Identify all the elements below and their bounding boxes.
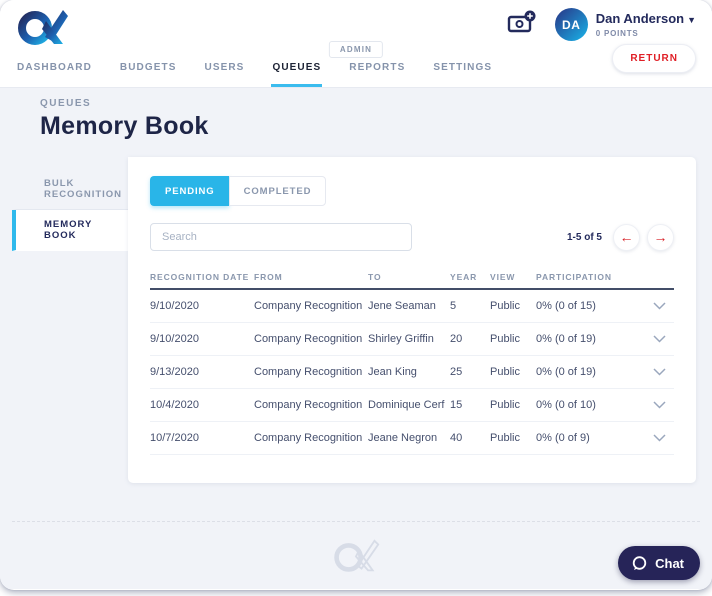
user-name: Dan Anderson ▼ (595, 10, 696, 26)
main-nav: DASHBOARD BUDGETS USERS QUEUES REPORTS S… (16, 62, 493, 87)
sidebar-item-bulk-recognition[interactable]: BULK RECOGNITION (12, 169, 128, 210)
chevron-down-icon (653, 302, 666, 310)
app-header: ADMIN DA Dan Anderson ▼ (0, 0, 712, 88)
table-row[interactable]: 9/13/2020 Company Recognition Jean King … (150, 356, 674, 389)
brand-watermark-logo (0, 538, 712, 575)
col-from: FROM (254, 272, 283, 282)
admin-badge: ADMIN (328, 41, 384, 58)
arrow-left-icon: ← (619, 229, 634, 245)
chevron-down-icon: ▼ (687, 14, 696, 25)
table-row[interactable]: 10/4/2020 Company Recognition Dominique … (150, 389, 674, 422)
chevron-down-icon (653, 401, 666, 409)
search-input[interactable] (150, 223, 412, 251)
return-button[interactable]: RETURN (612, 44, 696, 73)
footer-divider (12, 521, 700, 522)
col-participation: PARTICIPATION (536, 272, 612, 282)
nav-item-dashboard[interactable]: DASHBOARD (16, 62, 93, 87)
money-plus-icon (507, 10, 537, 39)
chat-button[interactable]: Chat (618, 546, 700, 580)
pagination: 1-5 of 5 ← → (566, 223, 674, 251)
col-to: TO (368, 272, 382, 282)
status-tabs: PENDING COMPLETED (150, 176, 674, 206)
user-menu[interactable]: DA Dan Anderson ▼ 0 POINTS (554, 8, 696, 41)
row-expand-button[interactable] (651, 300, 668, 312)
col-recognition-date: RECOGNITION DATE (150, 272, 250, 282)
nav-item-reports[interactable]: REPORTS (348, 62, 406, 87)
nav-item-users[interactable]: USERS (204, 62, 246, 87)
recognition-table: RECOGNITION DATE FROM TO YEAR VIEW PARTI… (150, 266, 674, 455)
nav-item-settings[interactable]: SETTINGS (432, 62, 493, 87)
table-row[interactable]: 10/7/2020 Company Recognition Jeane Negr… (150, 422, 674, 455)
chevron-down-icon (653, 434, 666, 442)
prev-page-button[interactable]: ← (613, 223, 640, 251)
brand-logo[interactable] (16, 7, 70, 52)
queues-sidebar: BULK RECOGNITION MEMORY BOOK (12, 157, 128, 251)
chevron-down-icon (653, 335, 666, 343)
row-expand-button[interactable] (651, 432, 668, 444)
next-page-button[interactable]: → (647, 223, 674, 251)
table-header: RECOGNITION DATE FROM TO YEAR VIEW PARTI… (150, 266, 674, 290)
chat-button-label: Chat (655, 555, 684, 571)
avatar[interactable]: DA (554, 8, 588, 41)
page-title: Memory Book (40, 112, 209, 140)
table-row[interactable]: 9/10/2020 Company Recognition Jene Seama… (150, 290, 674, 323)
chevron-down-icon (653, 368, 666, 376)
col-view: VIEW (490, 272, 516, 282)
user-points: 0 POINTS (595, 28, 639, 38)
row-expand-button[interactable] (651, 366, 668, 378)
chat-bubble-icon (631, 555, 648, 572)
row-expand-button[interactable] (651, 399, 668, 411)
queue-panel: PENDING COMPLETED 1-5 of 5 ← → RECOGNITI… (128, 157, 696, 483)
breadcrumb: QUEUES (40, 98, 92, 109)
row-expand-button[interactable] (651, 333, 668, 345)
give-points-button[interactable] (507, 10, 537, 39)
main-content: QUEUES Memory Book BULK RECOGNITION MEMO… (0, 88, 712, 589)
sidebar-item-memory-book[interactable]: MEMORY BOOK (12, 210, 128, 251)
col-year: YEAR (450, 272, 478, 282)
tab-completed[interactable]: COMPLETED (228, 176, 327, 206)
nav-item-budgets[interactable]: BUDGETS (119, 62, 178, 87)
nav-item-queues[interactable]: QUEUES (271, 62, 323, 87)
pagination-label: 1-5 of 5 (566, 231, 602, 243)
table-row[interactable]: 9/10/2020 Company Recognition Shirley Gr… (150, 323, 674, 356)
tab-pending[interactable]: PENDING (150, 176, 229, 206)
arrow-right-icon: → (653, 229, 668, 245)
